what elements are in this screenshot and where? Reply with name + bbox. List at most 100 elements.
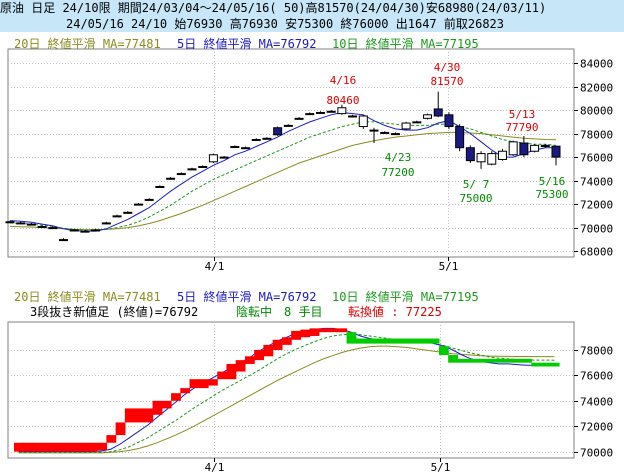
- price-tick-label-y: 76000: [580, 152, 613, 165]
- kagi-brick: [318, 328, 329, 333]
- price-tick-label-y: 82000: [580, 82, 613, 95]
- annotation-value: 81570: [430, 75, 463, 88]
- kagi-label: 3段抜き新値足 (終値)=76792: [30, 305, 199, 319]
- candle-body: [273, 127, 283, 136]
- candle-body: [337, 107, 347, 115]
- candle-body: [433, 108, 443, 117]
- candle-body: [91, 229, 101, 232]
- kagi-brick: [50, 442, 61, 452]
- candle-body: [251, 138, 261, 141]
- candle-body: [326, 110, 336, 113]
- kagi-brick: [115, 422, 126, 436]
- kagi-brick: [244, 356, 255, 364]
- ma5-line: [9, 111, 556, 232]
- candle-body: [123, 211, 133, 214]
- annotation-date: 5/ 7: [463, 178, 490, 191]
- kagi-brick: [549, 362, 560, 367]
- candle-body: [455, 126, 465, 149]
- candle-body: [294, 117, 304, 120]
- kagi-brick: [152, 400, 163, 415]
- price-tick-label-y: 70000: [580, 223, 613, 236]
- candle-body: [551, 145, 561, 158]
- candle-body: [497, 150, 507, 160]
- kagi-brick: [263, 344, 274, 357]
- kagi-brick: [300, 329, 311, 338]
- candle-body: [176, 173, 186, 176]
- kagi-ma20-line: [18, 345, 555, 454]
- candle-body: [519, 142, 529, 156]
- candle-body: [444, 114, 454, 128]
- kagi-brick: [87, 442, 98, 452]
- kagi-brick: [448, 355, 458, 363]
- candle-body: [508, 141, 518, 156]
- kagi-brick: [124, 408, 135, 423]
- candle-body: [305, 113, 315, 116]
- legend-ma5-top: 5日 終値平滑 MA=76792: [177, 37, 317, 51]
- kagi-brick: [411, 338, 422, 344]
- candle-body: [219, 156, 229, 159]
- kagi-tick-label-y: 76000: [580, 370, 613, 383]
- annotation-value: 77790: [505, 121, 538, 134]
- kagi-brick: [401, 338, 412, 344]
- kagi-brick: [41, 442, 52, 452]
- annotation-value: 80460: [326, 94, 359, 107]
- kagi-tick-label-x: 5/1: [431, 461, 451, 474]
- candle-body: [16, 222, 26, 225]
- kagi-count: 8 手目: [284, 305, 323, 319]
- kagi-brick: [494, 358, 505, 363]
- kagi-brick: [60, 442, 71, 452]
- legend-ma10-top: 10日 終値平滑 MA=77195: [332, 37, 479, 51]
- kagi-brick: [134, 408, 144, 423]
- kagi-brick: [365, 338, 375, 344]
- candle-body: [208, 154, 218, 163]
- candle-body: [112, 215, 122, 218]
- kagi-brick: [346, 332, 357, 344]
- candle-body: [358, 115, 368, 128]
- candle-body: [155, 185, 165, 188]
- kagi-brick: [97, 442, 107, 451]
- candle-body: [262, 137, 272, 140]
- kagi-brick: [309, 328, 320, 336]
- kagi-tick-label-y: 70000: [580, 447, 613, 460]
- candle-body: [230, 146, 240, 149]
- kagi-brick: [438, 346, 449, 356]
- annotation-value: 75300: [535, 188, 568, 201]
- annotation-value: 77200: [381, 166, 414, 179]
- kagi-brick: [69, 442, 80, 452]
- candle-body: [487, 153, 497, 165]
- candle-body: [101, 222, 111, 225]
- kagi-tick-label-y: 78000: [580, 345, 613, 358]
- legend-ma5-bottom: 5日 終値平滑 MA=76792: [177, 290, 317, 304]
- kagi-brick: [420, 338, 431, 344]
- kagi-brick: [207, 379, 218, 386]
- annotation-date: 4/16: [330, 74, 357, 87]
- kagi-brick: [235, 360, 246, 372]
- kagi-brick: [475, 358, 486, 363]
- annotation-date: 5/13: [509, 108, 536, 121]
- candle-body: [380, 131, 390, 134]
- legend-ma20-bottom: 20日 終値平滑 MA=77481: [14, 290, 161, 304]
- candle-body: [423, 114, 433, 119]
- price-tick-label-y: 72000: [580, 199, 613, 212]
- price-tick-label-x: 5/1: [439, 260, 459, 273]
- kagi-brick: [355, 338, 366, 344]
- candle-body: [390, 133, 400, 136]
- kagi-tick-label-x: 4/1: [205, 461, 225, 474]
- kagi-brick: [32, 442, 43, 452]
- candle-body: [530, 144, 540, 152]
- candle-body: [48, 227, 58, 230]
- candle-body: [133, 203, 143, 206]
- candle-body: [540, 144, 550, 148]
- kagi-brick: [466, 358, 477, 363]
- kagi-brick: [291, 330, 301, 340]
- candle-body: [369, 129, 379, 132]
- kagi-brick: [161, 400, 172, 409]
- annotation-date: 4/23: [385, 151, 412, 164]
- kagi-tick-label-y: 74000: [580, 396, 613, 409]
- candle-body: [80, 230, 90, 233]
- candle-body: [37, 225, 47, 228]
- candle-body: [144, 198, 154, 201]
- price-tick-label-y: 68000: [580, 246, 613, 259]
- kagi-brick: [106, 435, 117, 443]
